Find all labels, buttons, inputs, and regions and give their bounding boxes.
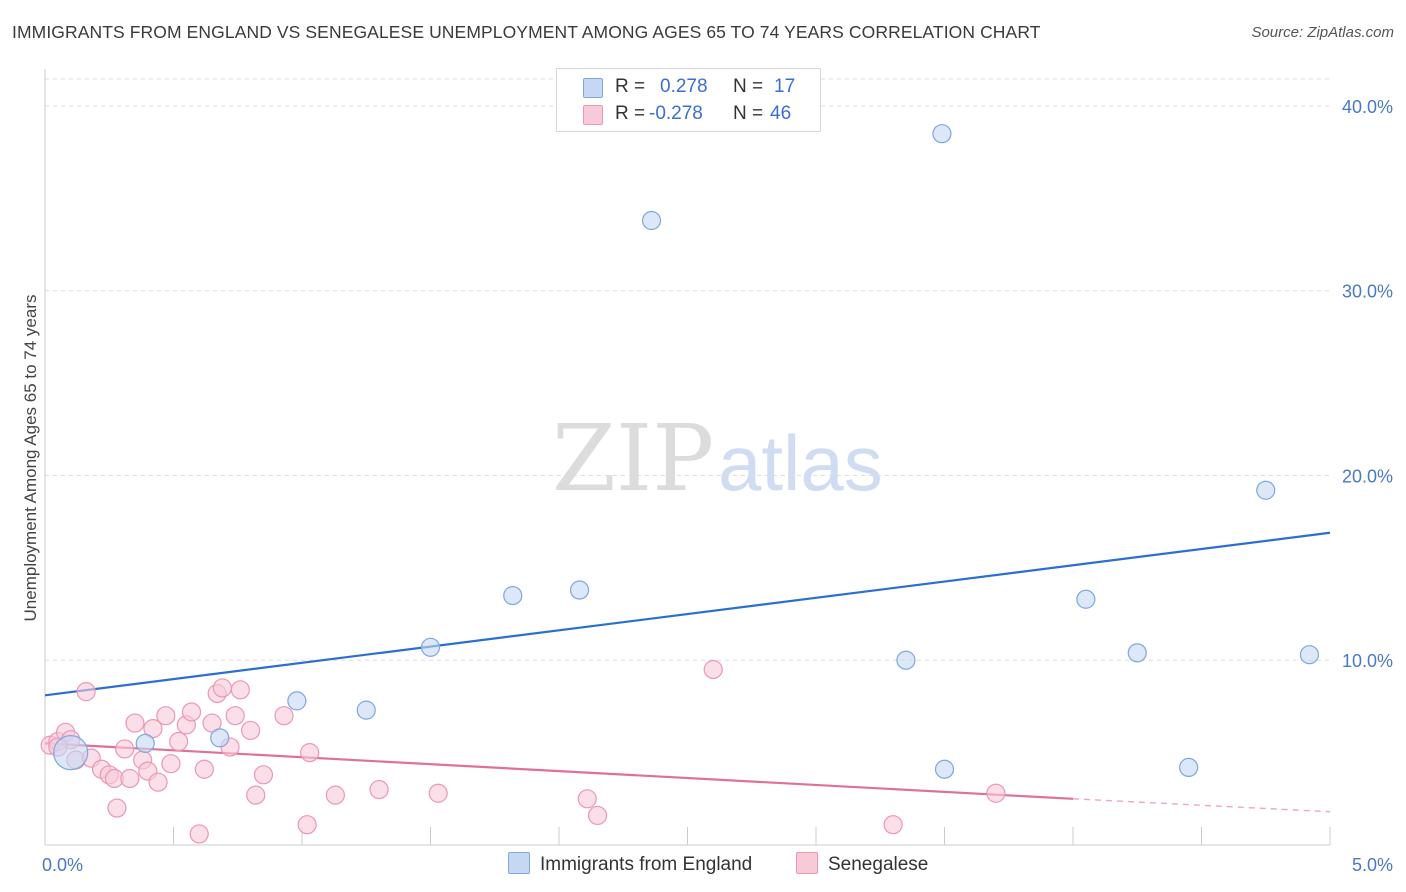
senegalese-point-23 bbox=[189, 824, 209, 844]
y-tick-label-0: 10.0% bbox=[1342, 651, 1393, 671]
senegalese-point-37 bbox=[325, 785, 346, 805]
chart-title: IMMIGRANTS FROM ENGLAND VS SENEGALESE UN… bbox=[12, 22, 1041, 42]
legend-row-senegalese: R = -0.278 N = 46 bbox=[557, 101, 820, 127]
senegalese-swatch bbox=[583, 105, 603, 125]
senegalese-point-40 bbox=[577, 789, 597, 809]
england-point-16 bbox=[1299, 645, 1320, 665]
trend-lines bbox=[44, 531, 1331, 813]
england-point-14 bbox=[1179, 757, 1199, 778]
source-credit: Source: ZipAtlas.com bbox=[1251, 24, 1394, 41]
england-n-value: 17 bbox=[774, 76, 796, 97]
england-n-label: N = bbox=[733, 76, 764, 97]
england-r-value: 0.278 bbox=[660, 76, 708, 97]
senegalese-point-39 bbox=[428, 783, 448, 803]
grid-lines bbox=[45, 78, 1330, 661]
legend-item-senegalese: Senegalese bbox=[796, 852, 928, 876]
y-tick-label-2: 30.0% bbox=[1342, 282, 1393, 302]
senegalese-point-16 bbox=[143, 718, 163, 739]
senegalese-point-18 bbox=[156, 706, 176, 726]
senegalese-trend-line bbox=[44, 742, 1074, 800]
england-point-5 bbox=[420, 637, 441, 657]
senegalese-r-value: -0.278 bbox=[649, 103, 703, 124]
senegalese-point-41 bbox=[587, 805, 608, 826]
england-trend-line bbox=[44, 531, 1331, 697]
senegalese-point-11 bbox=[115, 739, 135, 759]
england-legend-swatch bbox=[508, 852, 530, 874]
england-point-11 bbox=[932, 124, 952, 144]
watermark-zip: ZIP bbox=[552, 405, 714, 512]
y-axis-label: Unemployment Among Ages 65 to 74 years bbox=[21, 295, 40, 622]
england-point-2 bbox=[210, 728, 230, 748]
england-point-10 bbox=[896, 650, 916, 670]
senegalese-point-25 bbox=[202, 713, 222, 733]
england-points bbox=[53, 124, 1320, 779]
england-point-7 bbox=[569, 580, 590, 600]
senegalese-n-value: 46 bbox=[770, 103, 792, 124]
stats-legend: R = 0.278 N = 17 R = -0.278 N = 46 bbox=[556, 68, 821, 132]
senegalese-point-42 bbox=[703, 659, 723, 680]
senegalese-point-5 bbox=[76, 682, 96, 702]
senegalese-r-label: R = bbox=[615, 103, 646, 124]
axes bbox=[44, 69, 1331, 846]
england-point-15 bbox=[1256, 480, 1276, 500]
england-legend-label: Immigrants from England bbox=[540, 854, 753, 875]
watermark-atlas: atlas bbox=[718, 419, 883, 507]
senegalese-point-35 bbox=[297, 815, 317, 835]
senegalese-n-label: N = bbox=[733, 103, 764, 124]
england-point-12 bbox=[1076, 589, 1096, 609]
england-point-8 bbox=[641, 210, 662, 231]
senegalese-trend-extension bbox=[1072, 798, 1331, 813]
senegalese-point-19 bbox=[161, 754, 181, 774]
england-point-13 bbox=[1127, 643, 1147, 663]
senegalese-point-33 bbox=[253, 765, 274, 785]
x-tick-labels: 0.0% 5.0% bbox=[42, 855, 1393, 875]
england-point-1 bbox=[135, 733, 155, 753]
senegalese-legend-swatch bbox=[796, 852, 818, 874]
england-swatch bbox=[583, 78, 603, 98]
senegalese-legend-label: Senegalese bbox=[828, 854, 929, 875]
legend-row-england: R = 0.278 N = 17 bbox=[557, 74, 820, 100]
senegalese-point-13 bbox=[125, 713, 145, 733]
y-tick-labels: 10.0% 20.0% 30.0% 40.0% bbox=[1342, 97, 1393, 671]
england-point-3 bbox=[287, 691, 307, 711]
senegalese-point-17 bbox=[148, 772, 168, 792]
senegalese-point-29 bbox=[225, 706, 245, 726]
senegalese-point-10 bbox=[107, 798, 127, 818]
senegalese-point-38 bbox=[369, 779, 389, 800]
senegalese-point-22 bbox=[181, 702, 202, 722]
senegalese-point-20 bbox=[169, 731, 189, 752]
senegalese-point-44 bbox=[986, 783, 1006, 803]
y-tick-label-1: 20.0% bbox=[1342, 466, 1393, 486]
legend-item-england: Immigrants from England bbox=[508, 852, 752, 876]
senegalese-point-36 bbox=[300, 743, 320, 763]
england-point-0 bbox=[53, 735, 89, 771]
y-tick-label-3: 40.0% bbox=[1342, 97, 1393, 117]
senegalese-point-43 bbox=[883, 815, 903, 835]
england-point-9 bbox=[934, 759, 955, 779]
england-point-4 bbox=[356, 700, 376, 720]
england-point-6 bbox=[503, 585, 523, 606]
x-tick-label-0: 0.0% bbox=[42, 855, 83, 875]
england-r-label: R = bbox=[615, 76, 646, 97]
senegalese-points bbox=[40, 659, 1006, 844]
senegalese-point-34 bbox=[274, 706, 294, 726]
x-tick-label-1: 5.0% bbox=[1352, 855, 1393, 875]
senegalese-point-12 bbox=[120, 768, 140, 789]
senegalese-point-27 bbox=[212, 678, 232, 698]
senegalese-point-30 bbox=[230, 680, 250, 700]
senegalese-point-32 bbox=[246, 785, 266, 805]
senegalese-point-31 bbox=[241, 720, 261, 741]
senegalese-point-24 bbox=[194, 759, 214, 779]
